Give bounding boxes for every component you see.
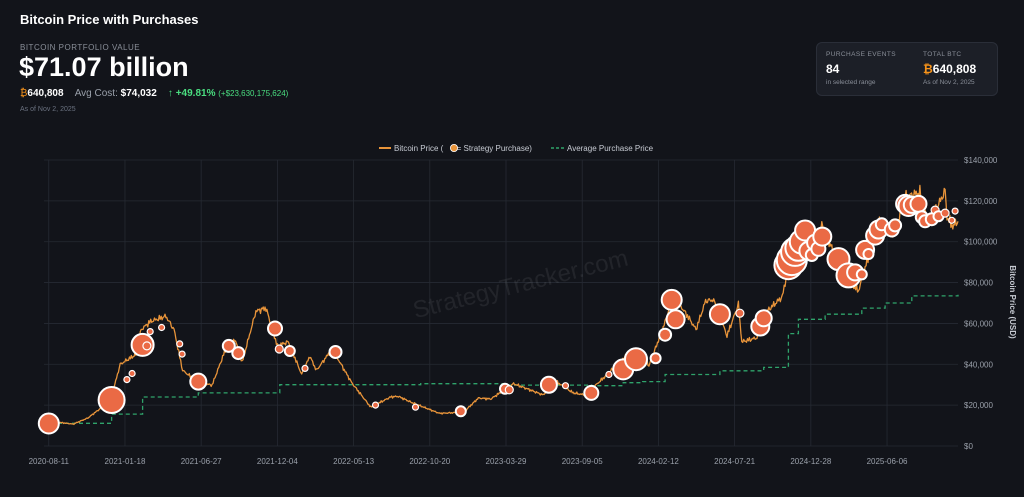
purchase-bubble [708, 303, 731, 326]
purchase-bubble [274, 344, 284, 354]
x-tick-label: 2021-01-18 [105, 457, 146, 466]
portfolio-value-label: BITCOIN PORTFOLIO VALUE [20, 43, 141, 52]
x-tick-label: 2022-05-13 [333, 457, 374, 466]
purchase-bubble [909, 194, 928, 213]
purchase-bubble [539, 375, 558, 394]
purchase-bubble [665, 309, 686, 330]
purchase-bubble [221, 338, 236, 353]
purchase-events-sub: in selected range [826, 79, 876, 86]
purchase-bubble [862, 248, 875, 260]
watermark: StrategyTracker.com [410, 245, 630, 325]
purchase-bubble [649, 352, 662, 365]
purchase-bubble [948, 216, 956, 224]
purchase-summary-card: PURCHASE EVENTS 84 in selected range TOT… [816, 42, 998, 96]
total-btc-sub: As of Nov 2, 2025 [923, 79, 975, 86]
x-tick-label: 2024-07-21 [714, 457, 755, 466]
x-tick-label: 2023-09-05 [562, 457, 603, 466]
purchase-bubble [940, 208, 950, 218]
purchase-bubble [735, 308, 745, 318]
x-tick-label: 2021-06-27 [181, 457, 222, 466]
y-tick-label: $120,000 [964, 197, 998, 206]
purchase-bubble [178, 350, 186, 358]
purchase-bubble [411, 403, 420, 411]
purchase-bubble [128, 369, 136, 378]
total-btc-value: ₿640,808 [923, 62, 976, 76]
purchase-bubble [855, 268, 868, 281]
chart-legend: Bitcoin Price ( = Strategy Purchase) Ave… [379, 143, 654, 153]
portfolio-stats-row: ₿640,808 Avg Cost: $74,032 ↑ +49.81% (+$… [20, 88, 288, 99]
as-of-date: As of Nov 2, 2025 [20, 106, 76, 113]
y-tick-label: $100,000 [964, 238, 998, 247]
y-tick-label: $0 [964, 442, 973, 451]
purchase-bubble [624, 347, 648, 372]
purchase-bubble [328, 345, 343, 359]
btc-symbol-icon: ₿ [20, 88, 28, 99]
x-tick-label: 2023-03-29 [486, 457, 527, 466]
legend-price-label: Bitcoin Price ( = Strategy Purchase) [394, 144, 532, 153]
btc-symbol-icon: ₿ [923, 62, 933, 76]
btc-holdings: 640,808 [27, 88, 64, 99]
y-tick-label: $140,000 [964, 156, 998, 165]
purchase-bubble [658, 327, 673, 342]
y-axis-ticks: $0 $20,000 $40,000 $60,000 $80,000 $100,000 $1… [964, 156, 998, 451]
purchase-bubble [267, 320, 283, 337]
purchase-bubble [189, 372, 208, 391]
y-axis-label: Bitcoin Price (USD) [1008, 265, 1017, 339]
purchase-events-block: PURCHASE EVENTS 84 in selected range [826, 51, 896, 86]
purchase-bubble [660, 288, 683, 311]
portfolio-value: $71.07 billion [19, 52, 189, 82]
purchase-bubble [158, 323, 166, 332]
legend-bubble-icon [449, 143, 458, 152]
purchase-events-label: PURCHASE EVENTS [826, 51, 896, 58]
total-btc-block: TOTAL BTC ₿640,808 As of Nov 2, 2025 [923, 51, 976, 86]
average-purchase-line [44, 294, 959, 424]
x-tick-label: 2024-02-12 [638, 457, 679, 466]
x-tick-label: 2024-12-28 [790, 457, 831, 466]
purchase-bubble [301, 364, 309, 372]
up-arrow-icon: ↑ [167, 88, 173, 99]
y-tick-label: $80,000 [964, 279, 993, 288]
purchase-bubble [454, 405, 467, 418]
legend-avg-label: Average Purchase Price [567, 144, 654, 153]
purchase-bubble [97, 386, 126, 414]
purchase-bubble [583, 384, 600, 401]
purchase-bubble [283, 345, 296, 357]
purchase-bubble [504, 385, 514, 395]
purchase-bubbles [37, 193, 959, 435]
purchase-bubble [142, 341, 152, 351]
x-tick-label: 2022-10-20 [409, 457, 450, 466]
x-tick-label: 2025-06-06 [867, 457, 908, 466]
x-tick-label: 2021-12-04 [257, 457, 298, 466]
gain-percent: +49.81% [175, 88, 216, 99]
purchase-bubble [371, 401, 380, 409]
total-btc-label: TOTAL BTC [923, 51, 962, 58]
y-tick-label: $20,000 [964, 401, 993, 410]
purchase-bubble [888, 218, 903, 233]
purchase-events-value: 84 [826, 62, 840, 76]
purchase-bubble [812, 226, 833, 247]
average-purchase-path [44, 294, 959, 424]
avg-cost-label: Avg Cost: [74, 88, 118, 99]
purchase-bubble [37, 412, 60, 435]
purchase-bubble [951, 207, 959, 215]
y-tick-label: $60,000 [964, 319, 993, 328]
gain-absolute: (+$23,630,175,624) [218, 89, 289, 98]
purchase-bubble [754, 309, 773, 328]
purchase-bubble [176, 340, 184, 348]
x-tick-label: 2020-08-11 [29, 457, 70, 466]
purchase-bubble [123, 376, 131, 384]
avg-cost-value: $74,032 [120, 88, 157, 99]
total-btc-amount: 640,808 [932, 62, 977, 76]
purchase-bubble [231, 346, 246, 361]
y-tick-label: $40,000 [964, 360, 993, 369]
purchase-bubble [561, 382, 570, 390]
purchase-bubble [146, 328, 154, 336]
purchase-bubble [605, 370, 613, 379]
chart-title: Bitcoin Price with Purchases [20, 12, 199, 27]
x-axis-ticks: 2020-08-11 2021-01-18 2021-06-27 2021-12-04… [29, 457, 908, 466]
